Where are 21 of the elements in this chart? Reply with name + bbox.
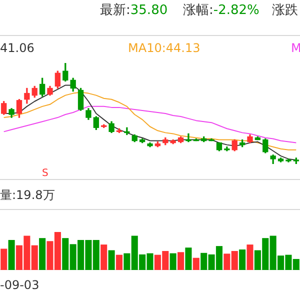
bar (192, 258, 200, 270)
text: 量:19.8万 (0, 187, 55, 203)
bar (100, 244, 108, 270)
text: -09-03 (0, 277, 40, 293)
text: S (42, 167, 48, 181)
text: MA10:44.13 (128, 40, 200, 56)
text: 涨幅:-2.82% (183, 3, 260, 18)
bar (116, 254, 122, 270)
bar (178, 252, 184, 270)
bar (8, 240, 15, 270)
text: 涨跌 (272, 3, 298, 19)
bar (239, 249, 246, 270)
bar (246, 244, 254, 270)
text: 41.06 (0, 40, 34, 56)
bar (39, 238, 46, 270)
bar (0, 248, 8, 270)
text: M (291, 40, 300, 56)
bar (108, 250, 115, 270)
text: 最新:35.80 (100, 3, 168, 18)
bar (185, 248, 192, 270)
bar (170, 253, 176, 270)
